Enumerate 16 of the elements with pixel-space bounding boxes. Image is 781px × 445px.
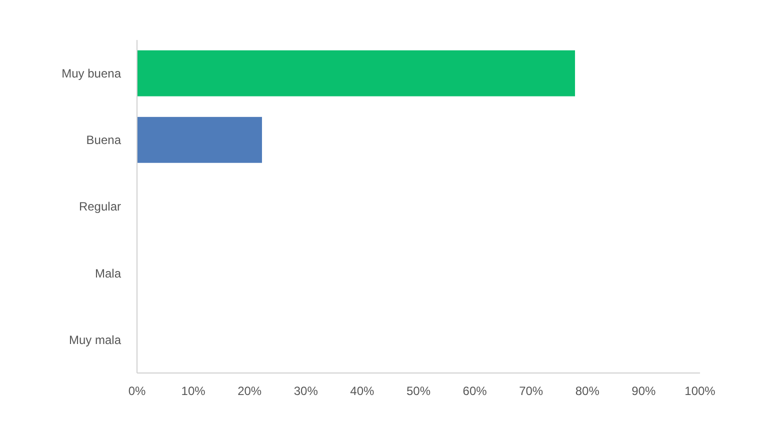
x-tick-label: 30%	[294, 384, 318, 398]
x-tick-label: 20%	[238, 384, 262, 398]
x-tick-label: 90%	[632, 384, 656, 398]
x-tick-label: 60%	[462, 384, 488, 398]
y-tick-label: Regular	[78, 200, 121, 214]
x-tick-label: 40%	[350, 384, 375, 398]
y-tick-label: Muy mala	[68, 332, 122, 347]
y-tick-label: Muy buena	[62, 66, 122, 80]
x-tick-label: 10%	[181, 384, 206, 398]
x-tick-label: 80%	[575, 384, 600, 398]
x-tick-label: 0%	[128, 384, 146, 398]
x-tick-label: 50%	[406, 384, 431, 398]
y-tick-label: Mala	[94, 266, 122, 280]
x-tick-label: 70%	[519, 384, 544, 398]
x-tick-label: 100%	[684, 384, 716, 398]
y-tick-label: Buena	[86, 133, 122, 148]
